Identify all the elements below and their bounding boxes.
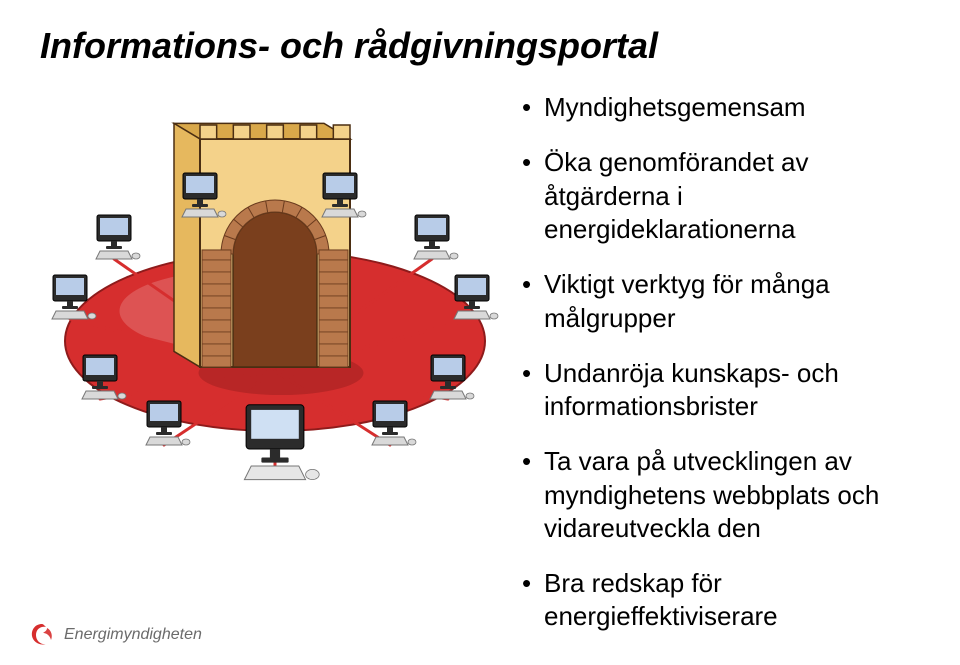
network-portal-figure [40,91,510,531]
bullet-item: Myndighetsgemensam [522,91,920,124]
bullet-item: Undanröja kunskaps- och informationsbris… [522,357,920,424]
slide-title: Informations- och rådgivningsportal [40,24,920,67]
footer-logo: Energimyndigheten [28,621,202,649]
figure-container [40,91,510,531]
bullet-item: Öka genomförandet av åtgärderna i energi… [522,146,920,246]
bullet-item: Ta vara på utvecklingen av myndighetens … [522,445,920,545]
footer-logo-text: Energimyndigheten [64,626,202,644]
bullet-list: Myndighetsgemensam Öka genomförandet av å… [522,91,920,633]
bullet-item: Viktigt verktyg för många målgrupper [522,268,920,335]
bullet-item: Bra redskap för energieffektiviserare [522,567,920,634]
energy-swirl-icon [28,621,56,649]
